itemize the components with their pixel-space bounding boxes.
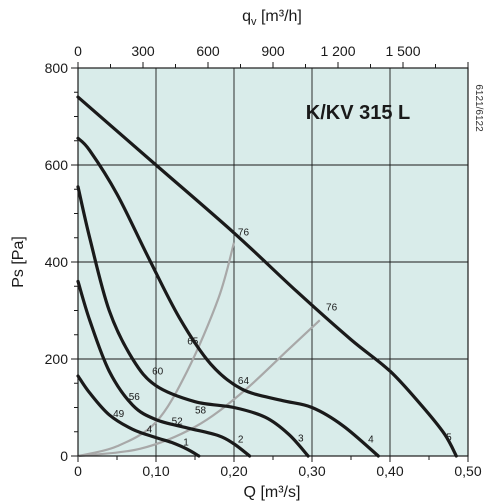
y-tick-label: 200 <box>45 351 69 367</box>
curve-label: 76 <box>326 303 338 314</box>
x2-axis-title: qv [m³/h] <box>242 8 302 28</box>
x-axis-title: Q [m³/s] <box>244 484 301 501</box>
curve-label: 4 <box>147 425 153 436</box>
x2-tick-label: 0 <box>74 43 82 59</box>
side-code: 6121/6122 <box>473 84 484 132</box>
fan-curve-5 <box>76 95 458 458</box>
curve-label: 58 <box>195 405 207 416</box>
x2-tick-label: 600 <box>196 43 220 59</box>
fan-curve-3 <box>76 185 310 458</box>
curve-label: 64 <box>238 376 250 387</box>
x2-axis-title-sub: v <box>251 16 257 28</box>
curve-label: 52 <box>172 416 184 427</box>
tick-labels: 0 0,10 0,20 0,30 0,40 0,500 300 600 900 1 200 1 50… <box>45 43 482 479</box>
curve-label: 65 <box>187 336 199 347</box>
x2-tick-label: 1 200 <box>320 43 355 59</box>
fan-curve-1 <box>76 374 201 458</box>
x2-axis-title-unit: [m³/h] <box>257 8 302 25</box>
curve-label: 3 <box>298 433 304 444</box>
plot-frame <box>77 67 469 457</box>
x-tick-label: 0,30 <box>298 463 325 479</box>
efficiency-line-2 <box>77 319 321 458</box>
y-axis-title: Ps [Pa] <box>10 236 27 288</box>
curve-label: 56 <box>129 392 141 403</box>
curve-label: 49 <box>113 409 125 420</box>
curve-label: 5 <box>446 432 452 443</box>
x2-tick-label: 300 <box>131 43 155 59</box>
y-tick-label: 800 <box>45 60 69 76</box>
y-tick-label: 0 <box>60 448 68 464</box>
curve-label: 76 <box>238 227 250 238</box>
curve-label: 2 <box>238 434 244 445</box>
curve-label: 1 <box>183 437 189 448</box>
x-tick-label: 0,50 <box>454 463 481 479</box>
x-tick-label: 0,20 <box>220 463 247 479</box>
y-tick-label: 600 <box>45 157 69 173</box>
curve-label: 4 <box>368 434 374 445</box>
x-tick-label: 0,10 <box>142 463 169 479</box>
grid-lines <box>78 68 468 456</box>
x2-axis-title-main: q <box>242 8 251 25</box>
chart-title: K/KV 315 L <box>306 102 410 124</box>
x-tick-label: 0,40 <box>376 463 403 479</box>
x-tick-label: 0 <box>74 463 82 479</box>
x2-tick-label: 1 500 <box>385 43 420 59</box>
x2-tick-label: 900 <box>261 43 285 59</box>
fan-curve-4 <box>76 136 380 458</box>
fan-curves <box>76 95 458 458</box>
fan-curve-2 <box>76 279 252 458</box>
y-tick-label: 400 <box>45 254 69 270</box>
curve-label: 60 <box>152 367 164 378</box>
curve-labels: 76 76 65 64 60 56 58 52 49 4 1 2 3 4 5 <box>113 227 452 448</box>
minor-ticks <box>71 62 469 462</box>
